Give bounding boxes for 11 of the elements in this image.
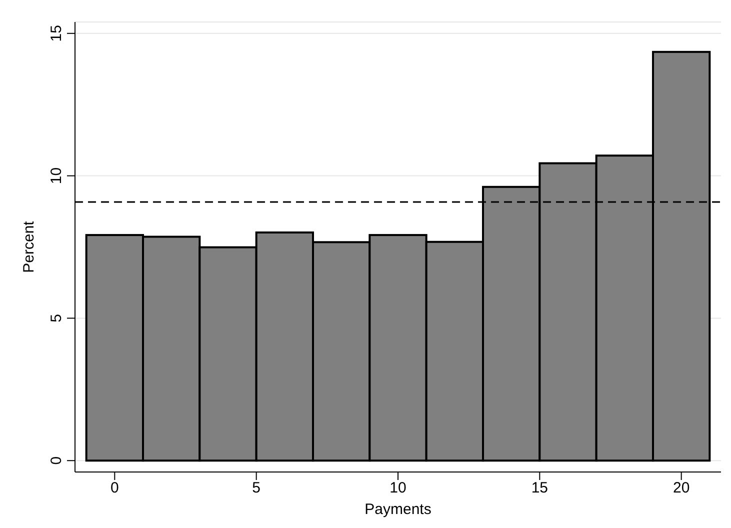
y-tick-label: 10 bbox=[48, 167, 65, 184]
x-tick-label: 5 bbox=[252, 480, 261, 497]
x-tick-label: 15 bbox=[531, 480, 548, 497]
y-tick-label: 0 bbox=[48, 456, 65, 465]
x-axis-title: Payments bbox=[364, 501, 432, 518]
x-tick-label: 10 bbox=[390, 480, 406, 497]
y-axis-title: Percent bbox=[20, 220, 38, 273]
x-tick-label: 0 bbox=[110, 480, 119, 497]
y-tick-label: 5 bbox=[48, 314, 65, 322]
x-tick-label: 20 bbox=[672, 480, 690, 497]
y-tick-label: 15 bbox=[48, 25, 65, 42]
